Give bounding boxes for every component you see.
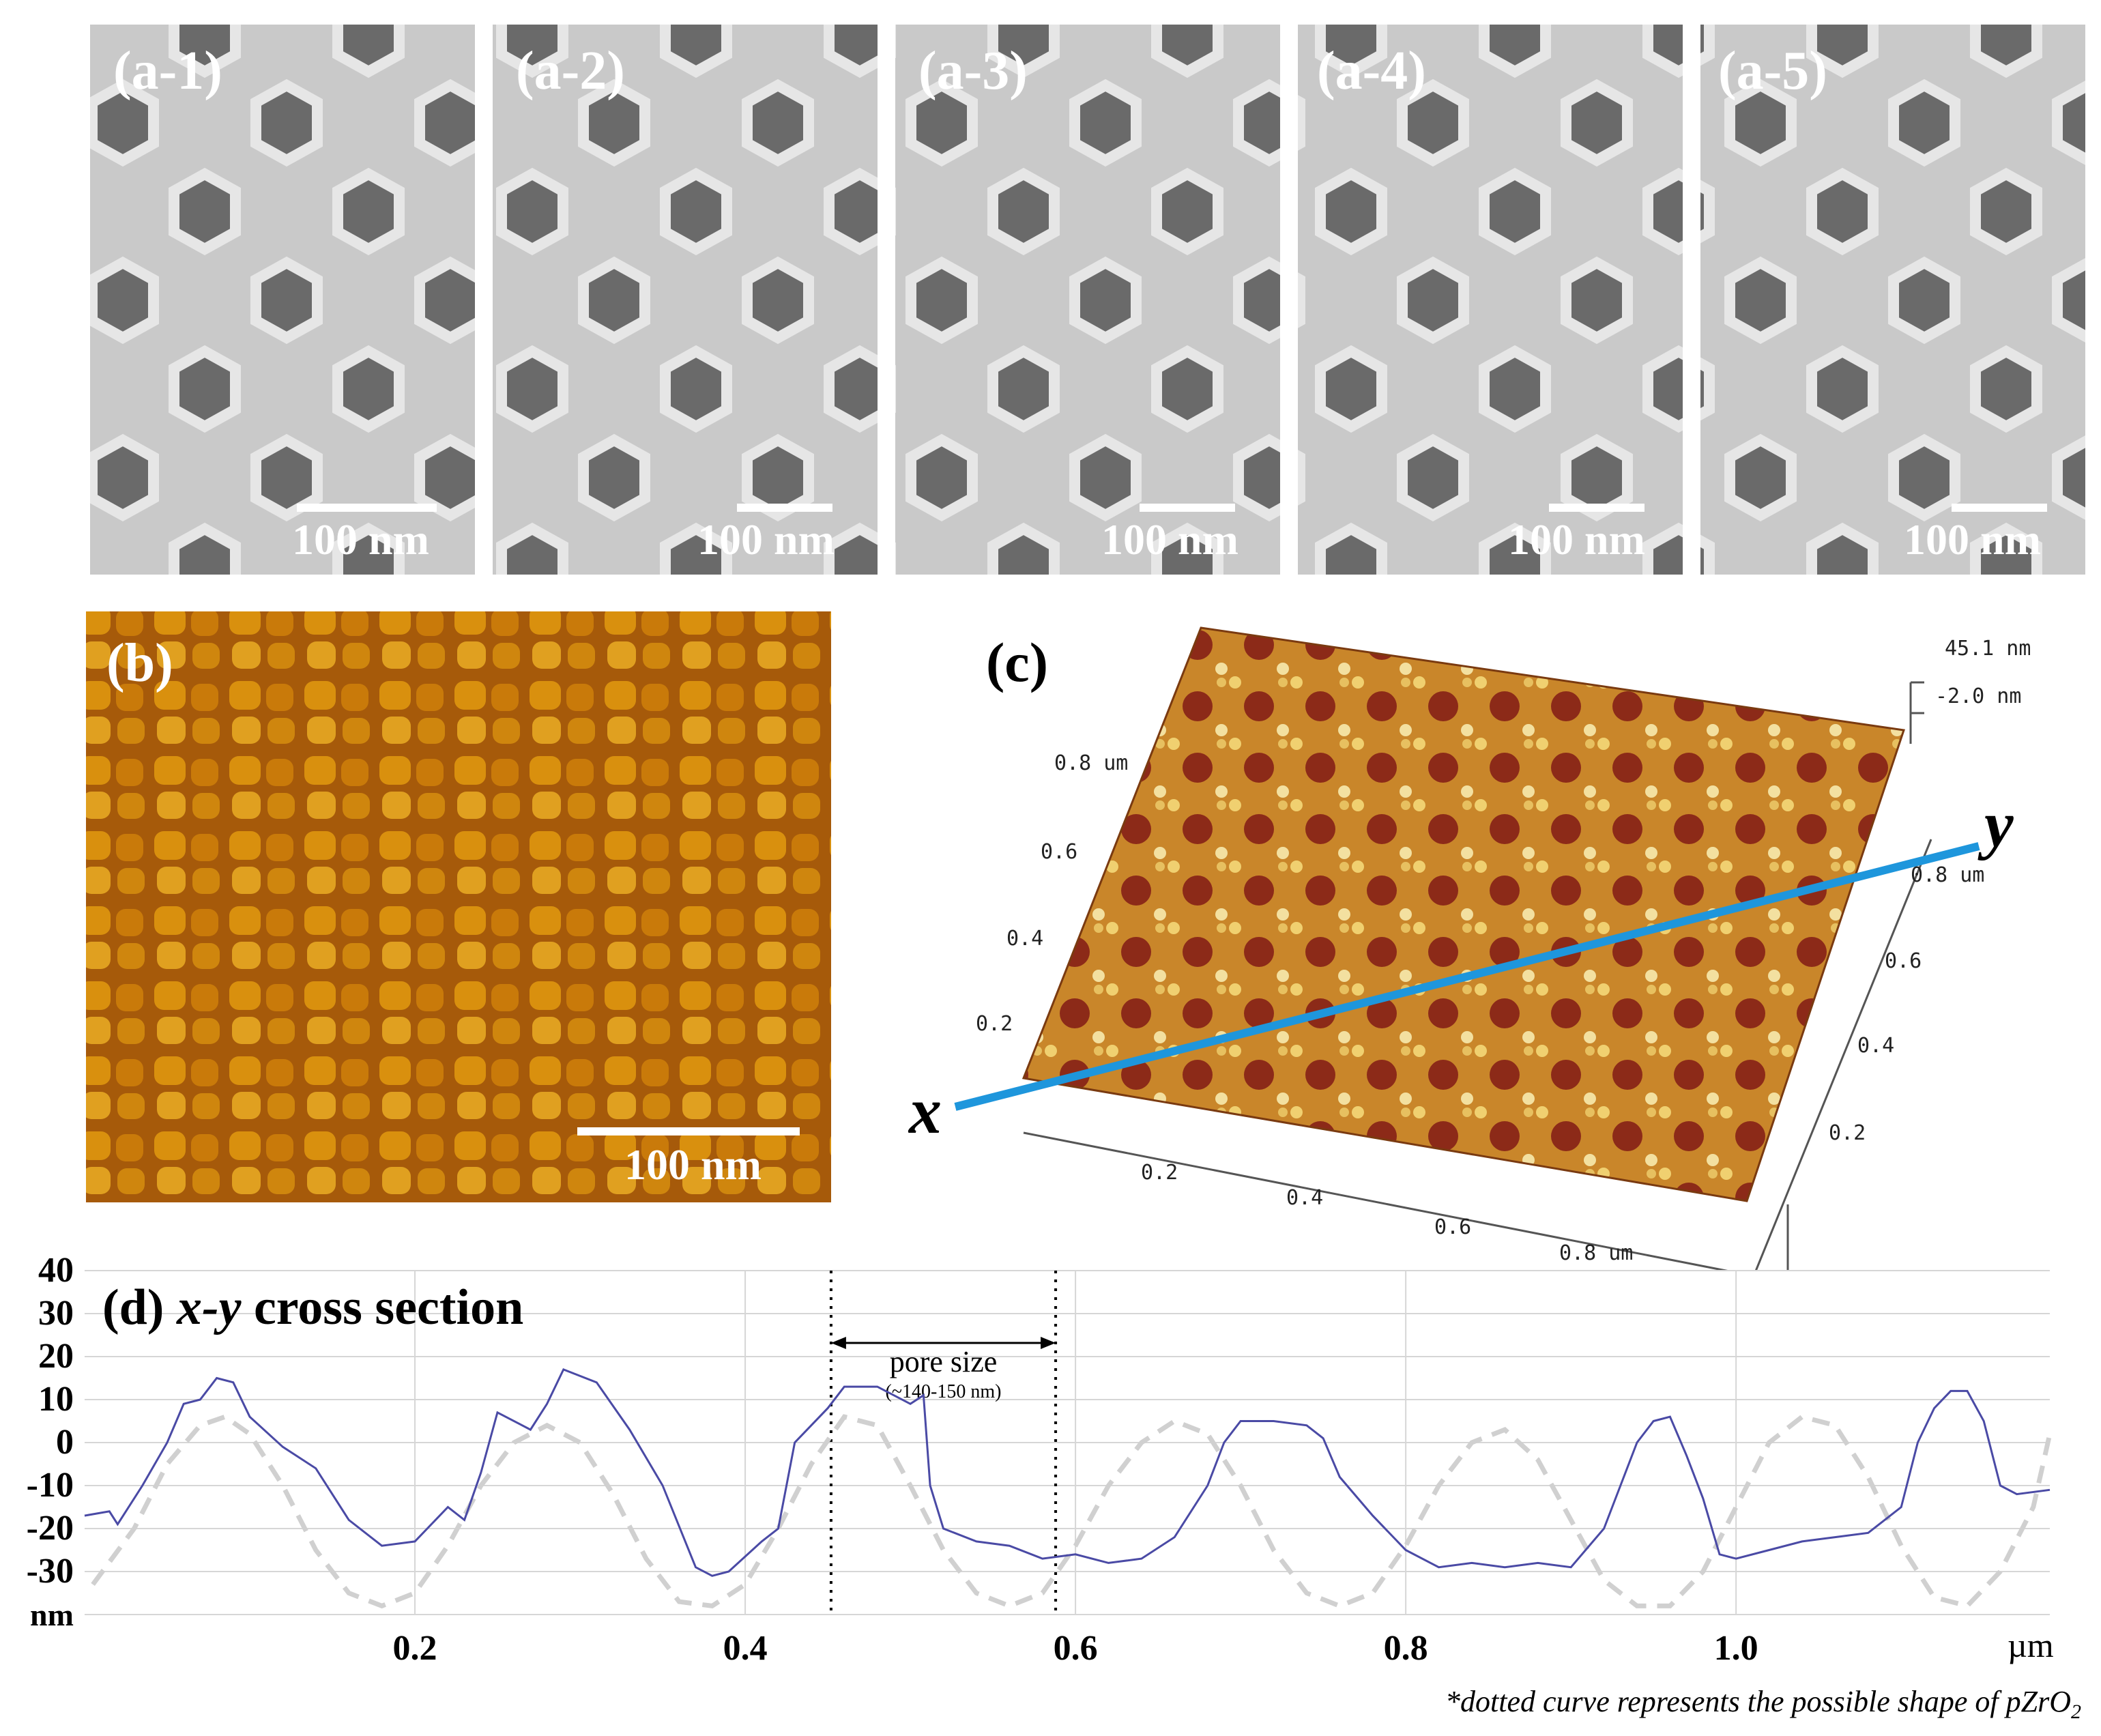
vertical-grid [414,1271,1737,1615]
bottom-tick: 0.2 [1141,1161,1178,1185]
sem-panel-a2: (a-2) 100 nm [493,25,878,575]
x-tick-label: 1.0 [1714,1629,1758,1668]
x-tick-label: 0.6 [1054,1629,1098,1668]
y-tick-label: 20 [38,1337,74,1376]
cross-section-line [954,842,1980,1111]
panel-label: (a-2) [516,41,625,101]
y-tick-label: 0 [56,1423,74,1462]
left-tick: 0.4 [1006,927,1043,951]
left-tick: 0.6 [1041,840,1077,864]
horizontal-grid [85,1270,2050,1615]
arrow-head-right [1041,1337,1056,1349]
right-tick: 0.8 um [1911,863,1984,887]
afm-3d-surface [1021,626,1905,1202]
x-axis-unit: µm [2008,1626,2054,1664]
scale-label: 100 nm [697,515,835,564]
panel-label: (a-4) [1317,41,1426,101]
x-tick-label: 0.4 [723,1629,768,1668]
bottom-tick: 0.8 um [1559,1241,1633,1265]
scale-bar [737,504,832,512]
bottom-tick: 0.4 [1286,1186,1323,1210]
sem-panel-a5: (a-5) 100 nm [1700,25,2085,575]
panel-label: (a-3) [918,41,1028,101]
y-tick-labels: 40 30 20 10 0 -10 -20 -30 [27,1251,74,1591]
right-tick: 0.6 [1885,949,1922,973]
left-tick: 0.2 [976,1012,1013,1036]
panel-label: (b) [106,633,173,693]
z-bottom-label: -2.0 nm [1935,684,2021,708]
scale-label: 100 nm [1904,515,2041,564]
panel-label: (c) [986,631,1048,693]
x-tick-label: 0.2 [393,1629,437,1668]
scale-bar [297,504,437,512]
y-tick-label: -10 [27,1466,74,1505]
scale-label: 100 nm [1101,515,1238,564]
sem-panel-a3: (a-3) 100 nm [895,25,1280,575]
possible-shape-curve [91,1414,2053,1609]
panel-label: (a-1) [113,41,222,101]
scale-bar [1549,504,1644,512]
y-tick-label: -20 [27,1509,74,1548]
z-top-label: 45.1 nm [1945,637,2031,661]
scale-bar [1952,504,2047,512]
chart-title-prefix: (d) [102,1279,164,1335]
sem-panel-a4: (a-4) 100 nm [1298,25,1683,575]
arrow-head-left [830,1337,846,1349]
right-tick: 0.4 [1857,1034,1894,1058]
bottom-tick: 0.6 [1434,1215,1471,1239]
x-tick-label: 0.8 [1384,1629,1428,1668]
x-tick-labels: 0.2 0.4 0.6 0.8 1.0 [393,1629,1758,1668]
y-axis-unit: nm [30,1597,74,1632]
scale-label: 100 nm [292,515,429,564]
panel-label: (a-5) [1718,41,1827,101]
cross-section-chart: 40 30 20 10 0 -10 -20 -30 0.2 0.4 0.6 0.8 1.0 pore … [27,1251,2081,1723]
chart-title-suffix: cross section [254,1279,523,1335]
sem-panel-a1: (a-1) 100 nm [90,25,475,575]
y-tick-label: 10 [38,1380,74,1419]
pore-size-label: pore size [890,1345,998,1378]
left-tick: 0.8 um [1054,751,1128,775]
y-tick-label: 40 [38,1251,74,1290]
footnote: *dotted curve represents the possible sh… [1445,1685,2081,1723]
footnote-text: *dotted curve represents the possible sh… [1445,1685,2071,1718]
scale-bar [1140,504,1235,512]
scale-label: 100 nm [1508,515,1645,564]
chart-title: (d) x-y cross section [102,1279,523,1335]
right-tick: 0.2 [1829,1121,1866,1145]
afm-panel-b: (b) 100 nm [86,611,831,1202]
measured-profile-line [84,1368,2051,1577]
chart-title-var: x-y [176,1279,242,1335]
line-end-label: y [1977,787,2014,860]
line-start-label: x [908,1074,942,1147]
y-tick-label: 30 [38,1294,74,1333]
afm-panel-c: (c) 45.1 nm -2.0 nm 0.8 um 0.6 0.4 0.2 0… [908,626,2031,1283]
scale-bar [577,1127,800,1135]
pore-size-range: (~140-150 nm) [886,1381,1002,1402]
scale-label: 100 nm [624,1140,762,1189]
footnote-subscript: 2 [2071,1701,2081,1723]
series-layer [84,1368,2053,1609]
y-tick-label: -30 [27,1552,74,1591]
